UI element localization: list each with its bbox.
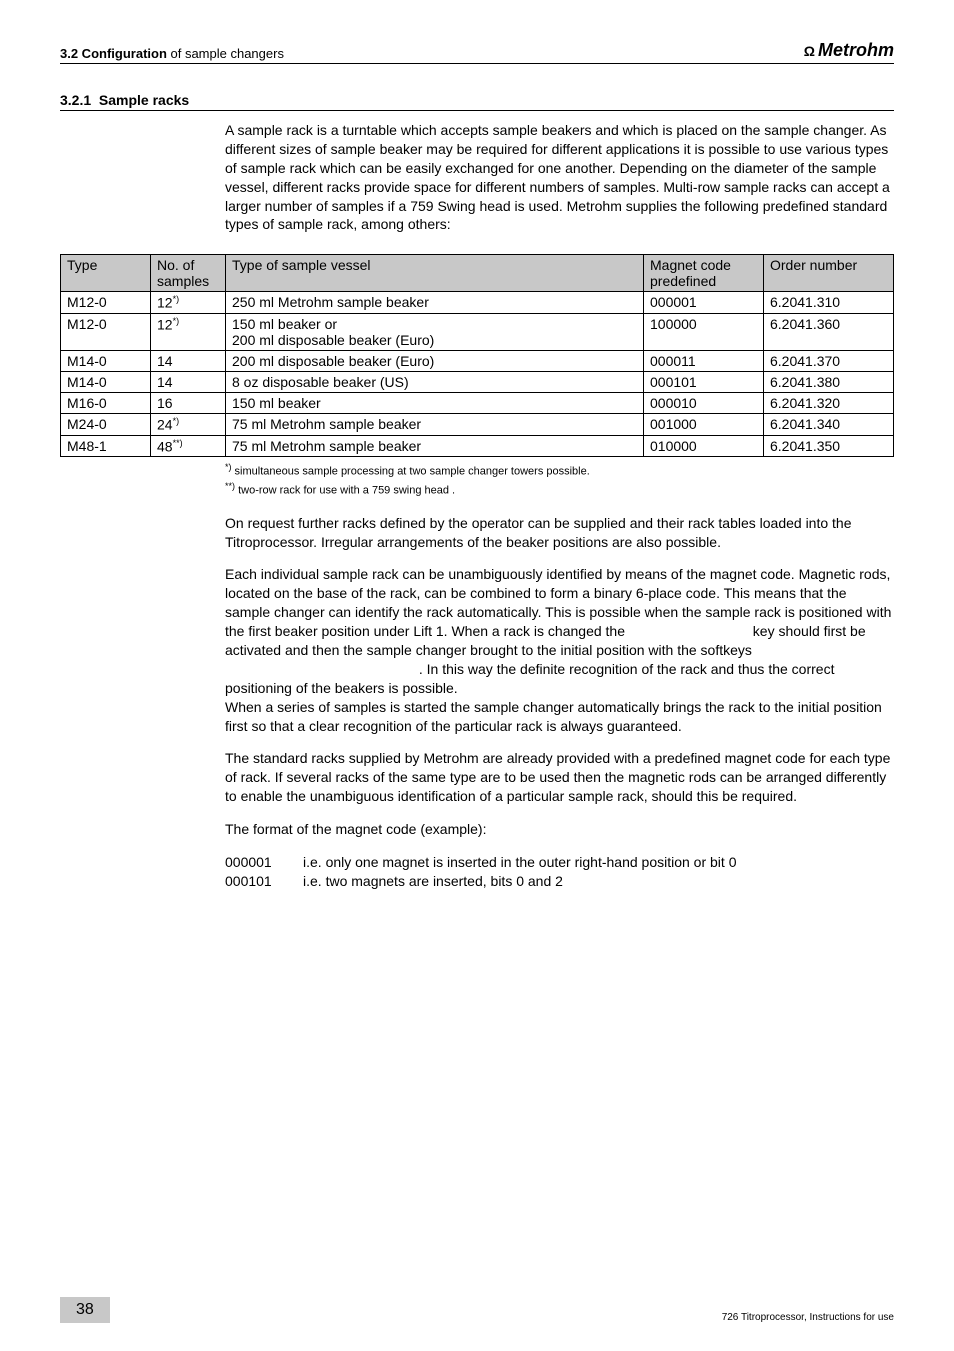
- footnote-a: *) simultaneous sample processing at two…: [225, 461, 894, 480]
- col-order: Order number: [764, 255, 894, 292]
- cell-vessel: 250 ml Metrohm sample beaker: [226, 292, 644, 314]
- para3-c: and then the sample changer brought to t…: [285, 642, 752, 658]
- cell-no: 24*): [151, 414, 226, 436]
- table-row: M12-012*)150 ml beaker or200 ml disposab…: [61, 314, 894, 351]
- footnote-b-mark: **): [225, 481, 235, 491]
- cell-type: M48-1: [61, 435, 151, 457]
- page-footer: 38 726 Titroprocessor, Instructions for …: [60, 1297, 894, 1323]
- cell-no: 12*): [151, 314, 226, 351]
- header-prefix: 3.2 Configuration: [60, 46, 167, 61]
- table-row: M16-016150 ml beaker0000106.2041.320: [61, 393, 894, 414]
- table-footnotes: *) simultaneous sample processing at two…: [225, 461, 894, 499]
- header-section-title: 3.2 Configuration of sample changers: [60, 46, 284, 61]
- col-magnet-code: Magnet code predefined: [644, 255, 764, 292]
- cell-no: 14: [151, 372, 226, 393]
- magnet-code-examples: 000001 i.e. only one magnet is inserted i…: [225, 853, 894, 891]
- section-number: 3.2.1: [60, 92, 91, 108]
- cell-order: 6.2041.370: [764, 351, 894, 372]
- page-header: 3.2 Configuration of sample changers ΩMe…: [60, 40, 894, 64]
- cell-type: M14-0: [61, 351, 151, 372]
- cell-no: 12*): [151, 292, 226, 314]
- cell-order: 6.2041.320: [764, 393, 894, 414]
- cell-order: 6.2041.350: [764, 435, 894, 457]
- cell-code: 001000: [644, 414, 764, 436]
- footnote-b: **) two-row rack for use with a 759 swin…: [225, 480, 894, 499]
- cell-vessel: 200 ml disposable beaker (Euro): [226, 351, 644, 372]
- cell-order: 6.2041.310: [764, 292, 894, 314]
- cell-order: 6.2041.360: [764, 314, 894, 351]
- cell-type: M24-0: [61, 414, 151, 436]
- col-no-samples: No. of samples: [151, 255, 226, 292]
- table-row: M12-012*)250 ml Metrohm sample beaker000…: [61, 292, 894, 314]
- brand-logo: ΩMetrohm: [804, 40, 894, 61]
- cell-code: 000010: [644, 393, 764, 414]
- footnote-a-text: simultaneous sample processing at two sa…: [232, 466, 590, 478]
- cell-no: 14: [151, 351, 226, 372]
- cell-vessel: 8 oz disposable beaker (US): [226, 372, 644, 393]
- col-vessel: Type of sample vessel: [226, 255, 644, 292]
- table-row: M48-148**)75 ml Metrohm sample beaker010…: [61, 435, 894, 457]
- cell-no: 48**): [151, 435, 226, 457]
- table-row: M14-014200 ml disposable beaker (Euro)00…: [61, 351, 894, 372]
- code-example-row: 000001 i.e. only one magnet is inserted i…: [225, 853, 894, 872]
- para-format-intro: The format of the magnet code (example):: [225, 820, 894, 839]
- cell-code: 100000: [644, 314, 764, 351]
- code-key: 000001: [225, 853, 285, 872]
- page-number: 38: [60, 1297, 110, 1323]
- logo-text: Metrohm: [818, 40, 894, 61]
- para-custom-racks: On request further racks defined by the …: [225, 514, 894, 552]
- table-row: M24-024*)75 ml Metrohm sample beaker0010…: [61, 414, 894, 436]
- sample-racks-table: Type No. of samples Type of sample vesse…: [60, 254, 894, 457]
- code-value: i.e. two magnets are inserted, bits 0 an…: [303, 872, 894, 891]
- section-title: Sample racks: [99, 92, 189, 108]
- section-underline: [60, 110, 894, 111]
- col-type: Type: [61, 255, 151, 292]
- code-example-row: 000101 i.e. two magnets are inserted, bit…: [225, 872, 894, 891]
- cell-type: M16-0: [61, 393, 151, 414]
- cell-type: M12-0: [61, 292, 151, 314]
- cell-code: 000011: [644, 351, 764, 372]
- cell-code: 010000: [644, 435, 764, 457]
- cell-type: M14-0: [61, 372, 151, 393]
- para3-d: . In this way the definite recognition o…: [225, 661, 834, 696]
- cell-vessel: 75 ml Metrohm sample beaker: [226, 435, 644, 457]
- para-magnet-code: Each individual sample rack can be unamb…: [225, 565, 894, 735]
- cell-code: 000101: [644, 372, 764, 393]
- cell-vessel: 75 ml Metrohm sample beaker: [226, 414, 644, 436]
- header-suffix: of sample changers: [167, 46, 284, 61]
- code-value: i.e. only one magnet is inserted in the …: [303, 853, 894, 872]
- para3-e: When a series of samples is started the …: [225, 699, 882, 734]
- cell-type: M12-0: [61, 314, 151, 351]
- cell-code: 000001: [644, 292, 764, 314]
- para-standard-racks: The standard racks supplied by Metrohm a…: [225, 749, 894, 806]
- cell-vessel: 150 ml beaker: [226, 393, 644, 414]
- omega-icon: Ω: [804, 43, 815, 59]
- footnote-b-text: two-row rack for use with a 759 swing he…: [235, 485, 455, 497]
- cell-vessel: 150 ml beaker or200 ml disposable beaker…: [226, 314, 644, 351]
- cell-no: 16: [151, 393, 226, 414]
- cell-order: 6.2041.380: [764, 372, 894, 393]
- table-row: M14-0148 oz disposable beaker (US)000101…: [61, 372, 894, 393]
- table-header-row: Type No. of samples Type of sample vesse…: [61, 255, 894, 292]
- cell-order: 6.2041.340: [764, 414, 894, 436]
- code-key: 000101: [225, 872, 285, 891]
- footer-doc-title: 726 Titroprocessor, Instructions for use: [722, 1312, 894, 1323]
- intro-paragraph: A sample rack is a turntable which accep…: [225, 121, 894, 234]
- section-heading: 3.2.1 Sample racks: [60, 92, 894, 108]
